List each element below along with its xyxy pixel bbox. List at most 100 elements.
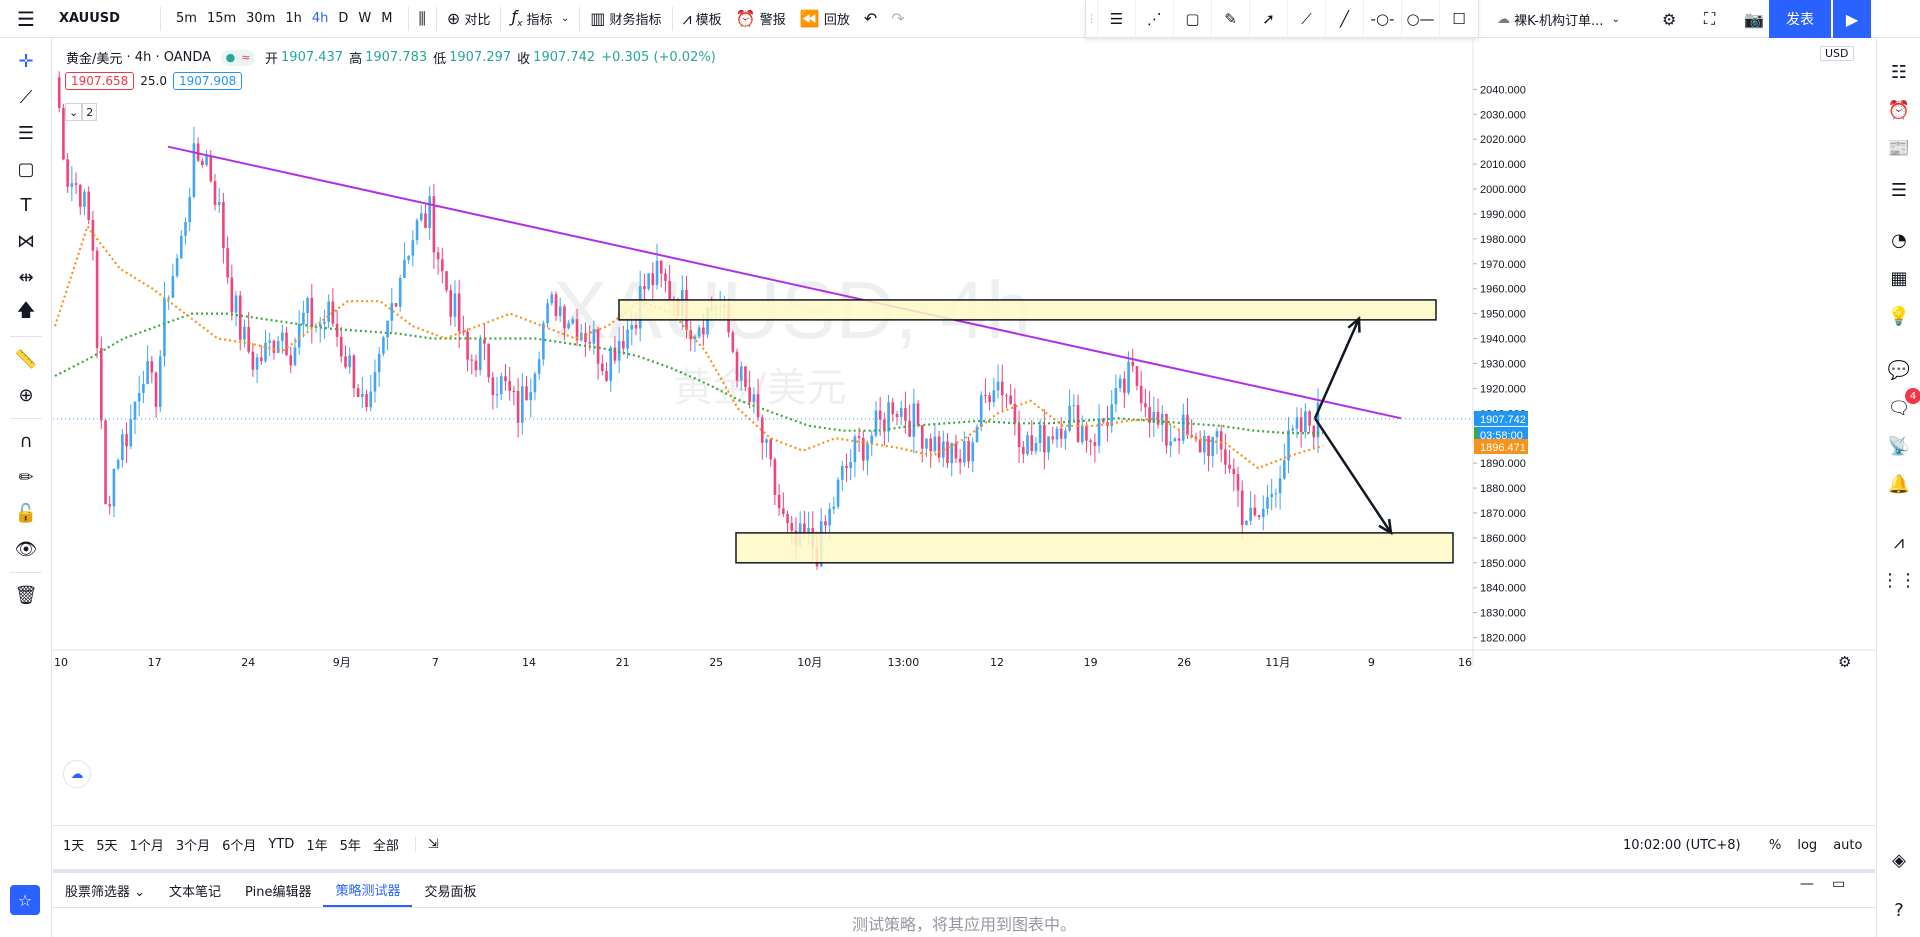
range-button[interactable]: 全部 [372, 839, 399, 854]
horizontal-ray-icon[interactable]: ○— [1402, 0, 1440, 37]
timeframe-15m[interactable]: 15m [206, 11, 237, 26]
replay-button[interactable]: ⏪ 回放 [793, 0, 857, 38]
watchlist-icon[interactable]: ☷ [1890, 61, 1908, 83]
crosshair-icon[interactable]: ✛ [18, 50, 34, 72]
list-detail-icon[interactable]: ☰ [1890, 179, 1908, 201]
tradingview-logo[interactable]: ☁ [63, 760, 91, 788]
fib-icon[interactable]: ☰ [1098, 0, 1136, 37]
panel-tab[interactable]: Pine编辑器 [245, 884, 312, 900]
pencil-lock-icon[interactable]: ✏ [18, 466, 34, 488]
panel-tab[interactable]: 股票筛选器 ⌄ [65, 884, 146, 900]
trend-line-icon[interactable]: ⟋ [19, 86, 33, 108]
indicator-collapse[interactable]: ⌄ 2 [65, 102, 99, 122]
square-icon[interactable]: ☐ [1452, 9, 1466, 28]
lock-icon[interactable]: 🔓 [14, 502, 38, 524]
undo-button[interactable]: ↶ [857, 0, 884, 38]
maximize-icon[interactable]: ▭ [1832, 876, 1846, 892]
log-toggle[interactable]: log [1797, 837, 1818, 853]
calendar-icon[interactable]: ▦ [1890, 267, 1908, 289]
candle-body [1080, 426, 1084, 443]
compare-button[interactable]: ⊕ 对比 [440, 0, 498, 38]
timeframe-W[interactable]: W [358, 11, 372, 26]
alarm-clock-icon[interactable]: ⏰ [1887, 99, 1911, 121]
range-button[interactable]: 1年 [306, 839, 328, 854]
sell-price[interactable]: 1907.658 [65, 72, 135, 90]
range-button[interactable]: 5年 [339, 839, 361, 854]
range-button[interactable]: 1个月 [129, 839, 164, 854]
pattern-icon[interactable]: ⋈ [17, 230, 35, 252]
trash-icon[interactable]: 🗑 [14, 584, 38, 606]
lightbulb-icon[interactable]: 💡 [1887, 305, 1911, 327]
panel-tab[interactable]: 交易面板 [424, 884, 477, 900]
publish-button[interactable]: 发表 [1769, 0, 1831, 38]
timeframe-4h[interactable]: 4h [311, 11, 329, 26]
range-button[interactable]: 5天 [96, 839, 118, 854]
news-icon[interactable]: 📰 [1887, 137, 1911, 159]
dom-icon[interactable]: ⋮⋮ [1881, 569, 1917, 591]
chart-area[interactable]: XAUUSD, 4h 黄金/美元 2040.000 2030.000 2020.000 2… [53, 38, 1875, 825]
drag-handle-icon[interactable]: ⋮ [1086, 0, 1098, 37]
alert-button[interactable]: ⏰ 警报 [729, 0, 793, 38]
rectangle-icon[interactable]: ▢ [17, 158, 35, 180]
chat-icon[interactable]: 🗨 4 [1883, 388, 1920, 424]
timeframe-1h[interactable]: 1h [285, 11, 302, 26]
range-button[interactable]: 1天 [63, 839, 85, 854]
goto-date-icon[interactable]: ⇲ [414, 837, 445, 852]
ray-icon[interactable]: ╱ [1326, 0, 1364, 37]
templates-button[interactable]: ⩘ 模板 [676, 0, 729, 38]
magnet-icon[interactable]: ∩ [19, 430, 33, 452]
symbol-search[interactable]: XAUUSD [59, 11, 120, 26]
timeframe-5m[interactable]: 5m [176, 11, 197, 26]
currency-label[interactable]: USD [1820, 46, 1854, 61]
favorites-star-icon[interactable]: ☆ [10, 885, 40, 915]
buy-price[interactable]: 1907.908 [172, 72, 243, 90]
trend-line-icon[interactable]: ⟋ [1288, 0, 1326, 37]
arrow-up-icon[interactable]: 🡅 [16, 300, 36, 321]
bell-icon[interactable]: 🔔 [1887, 473, 1911, 495]
arrow-tool-icon[interactable]: ➚ [1250, 0, 1288, 37]
visibility-toggle[interactable]: ● ≈ [221, 49, 256, 66]
settings-button[interactable]: ⚙ [1655, 0, 1683, 38]
streams-icon[interactable]: 📡 [1887, 435, 1911, 457]
financials-button[interactable]: ▥ 财务指标 [583, 0, 668, 38]
range-button[interactable]: 6个月 [222, 839, 257, 854]
panel-tab[interactable]: 文本笔记 [169, 884, 222, 900]
redo-button[interactable]: ↷ [884, 0, 911, 38]
timeframe-M[interactable]: M [381, 11, 393, 26]
minimize-icon[interactable]: — [1800, 876, 1814, 892]
eye-icon[interactable]: 👁 [14, 538, 38, 560]
brush-icon[interactable]: ✎ [1212, 0, 1250, 37]
chart-canvas[interactable]: XAUUSD, 4h黄金/美元2040.0002030.0002020.0002… [53, 38, 1875, 825]
percent-toggle[interactable]: % [1769, 837, 1782, 853]
play-icon[interactable]: ▶ [1833, 0, 1871, 38]
forecast-icon[interactable]: ⇹ [18, 266, 34, 288]
panel-tab[interactable]: 策略测试器 [323, 873, 413, 907]
auto-toggle[interactable]: auto [1833, 837, 1863, 853]
indicators-button[interactable]: ƒx 指标 ⌄ [504, 0, 576, 38]
help-icon[interactable]: ? [1894, 899, 1904, 921]
hotlist-icon[interactable]: ◔ [1891, 229, 1907, 251]
pitchfork-icon[interactable]: ⋰ [1136, 0, 1174, 37]
divider [10, 336, 42, 337]
snapshot-button[interactable]: 📷 [1737, 0, 1771, 38]
layout-selector[interactable]: ☁ 裸K-机构订单... ⌄ [1490, 0, 1627, 38]
timeframe-D[interactable]: D [338, 11, 349, 26]
trading-chart-icon[interactable]: ⩘ [1893, 531, 1905, 553]
ruler-icon[interactable]: 📏 [14, 348, 38, 370]
rectangle-icon[interactable]: ▢ [1174, 0, 1212, 37]
clock-display[interactable]: 10:02:00 (UTC+8) [1623, 837, 1741, 853]
candle-body [1224, 449, 1227, 465]
menu-icon[interactable]: ☰ [17, 6, 35, 31]
layers-icon[interactable]: ◈ [1892, 849, 1906, 871]
text-icon[interactable]: T [20, 194, 32, 216]
chart-type-button[interactable]: ⫼ [412, 0, 433, 38]
range-button[interactable]: 3个月 [175, 839, 211, 854]
horizontal-line-icon[interactable]: -○- [1364, 0, 1402, 37]
fullscreen-button[interactable]: ⛶ [1697, 0, 1722, 38]
timeframe-30m[interactable]: 30m [246, 11, 276, 26]
zoom-icon[interactable]: ⊕ [18, 384, 34, 406]
range-button[interactable]: YTD [268, 837, 295, 852]
chats-icon[interactable]: 💬 [1887, 359, 1911, 381]
candle-body [537, 359, 541, 374]
fib-icon[interactable]: ☰ [17, 122, 35, 144]
